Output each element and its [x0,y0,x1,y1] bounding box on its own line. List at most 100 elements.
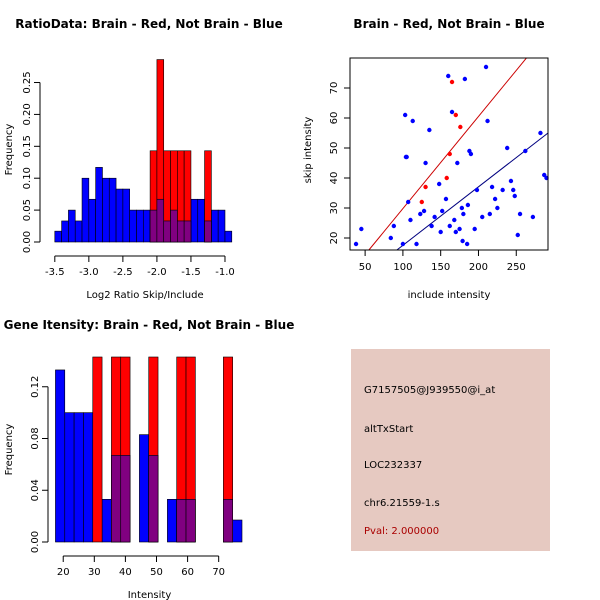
scatter-point [443,196,449,202]
bar-brain [92,356,103,543]
bar-not-brain [73,412,84,543]
scatter-point [388,235,394,241]
scatter-point [405,199,411,205]
bar-overlap [223,499,233,543]
scatter-point [485,118,490,124]
y-tick-label: 0.25 [22,71,33,93]
y-tick-label: 0.08 [30,427,41,449]
scatter-point [465,202,471,208]
scatter-point [447,223,452,229]
scatter-point [447,151,452,157]
y-tick-label: 20 [329,232,340,245]
scatter-point [462,76,468,82]
scatter-point [511,187,516,193]
x-tick-label: -2.0 [147,267,167,278]
bar-overlap [120,455,131,543]
scatter-point [464,241,470,247]
scatter-point [439,208,445,214]
x-axis-label: Intensity [128,590,172,600]
scatter-point [468,151,474,157]
bar-not-brain [64,412,75,543]
scatter-point [353,241,359,247]
y-tick-label: 0.04 [30,479,41,501]
x-tick-label: 50 [150,567,163,578]
scatter-point [391,223,397,229]
scatter-point [400,241,406,247]
y-tick-label: 70 [329,82,340,95]
scatter-point [419,199,424,205]
scatter-point [459,205,465,211]
scatter-point [453,112,459,118]
scatter-point [530,214,536,220]
scatter-point [402,112,408,118]
event-type: altTxStart [364,424,414,435]
x-tick-label: 250 [507,262,526,273]
x-tick-label: -1.0 [215,267,235,278]
y-tick-label: 60 [329,112,340,125]
x-tick-label: 50 [359,262,372,273]
bar-not-brain [232,519,243,543]
y-tick-label: 0.00 [22,231,33,253]
x-tick-label: -2.5 [113,267,133,278]
bar-overlap [176,499,187,543]
x-tick-label: 20 [57,567,70,578]
p-value: Pval: 2.000000 [364,526,440,537]
scatter-point [429,223,434,229]
y-axis-label: Frequency [4,424,15,476]
x-tick-label: -1.5 [181,267,201,278]
y-tick-label: 0.15 [22,135,33,157]
scatter-point [480,214,485,220]
bar-not-brain [224,230,233,243]
scatter-point [436,181,442,187]
bar-not-brain [167,499,178,543]
scatter-point [444,175,449,181]
scatter-point [449,109,455,115]
scatter-point [418,211,423,217]
scatter-point [492,196,498,202]
bar-not-brain [139,434,150,543]
x-tick-label: -3.0 [79,267,99,278]
x-tick-label: 200 [469,262,488,273]
scatter-point [421,208,427,214]
scatter-point [487,211,493,217]
probe-id: G7157505@J939550@i_at [364,385,496,396]
probe-info-panel: G7157505@J939550@i_at altTxStart LOC2323… [351,349,550,551]
scatter-point [515,232,520,238]
scatter-point [446,73,451,79]
y-tick-label: 40 [329,172,340,185]
y-tick-label: 50 [329,142,340,155]
scatter-point [438,229,443,235]
bar-not-brain [217,209,226,243]
y-tick-label: 30 [329,202,340,215]
scatter-point [489,184,495,190]
scatter-point [461,211,466,217]
chart-title: RatioData: Brain - Red, Not Brain - Blue [15,17,282,31]
gene-name: LOC232337 [364,460,423,471]
scatter-point [404,154,409,160]
x-tick-label: 150 [431,262,450,273]
bar-overlap [156,198,165,243]
bar-overlap [111,455,122,543]
scatter-point [508,178,514,184]
bar-overlap [148,455,159,543]
y-axis-label: skip intensity [303,117,314,184]
bar-overlap [204,220,212,243]
scatter-point [423,160,428,166]
y-tick-label: 0.12 [30,376,41,398]
y-tick-label: 0.05 [22,199,33,221]
chart-title: Gene Itensity: Brain - Red, Not Brain - … [4,318,295,332]
scatter-point [432,214,437,220]
scatter-point [449,79,455,85]
x-axis-label: Log2 Ratio Skip/Include [86,290,203,301]
scatter-point [538,130,543,136]
scatter-point [472,226,477,232]
plot-frame [349,57,549,251]
scatter-point [523,148,528,154]
y-axis-label: Frequency [4,124,15,176]
scatter-point [453,229,459,235]
scatter-point [408,217,413,223]
x-tick-label: 30 [88,567,101,578]
scatter-point [359,226,364,232]
